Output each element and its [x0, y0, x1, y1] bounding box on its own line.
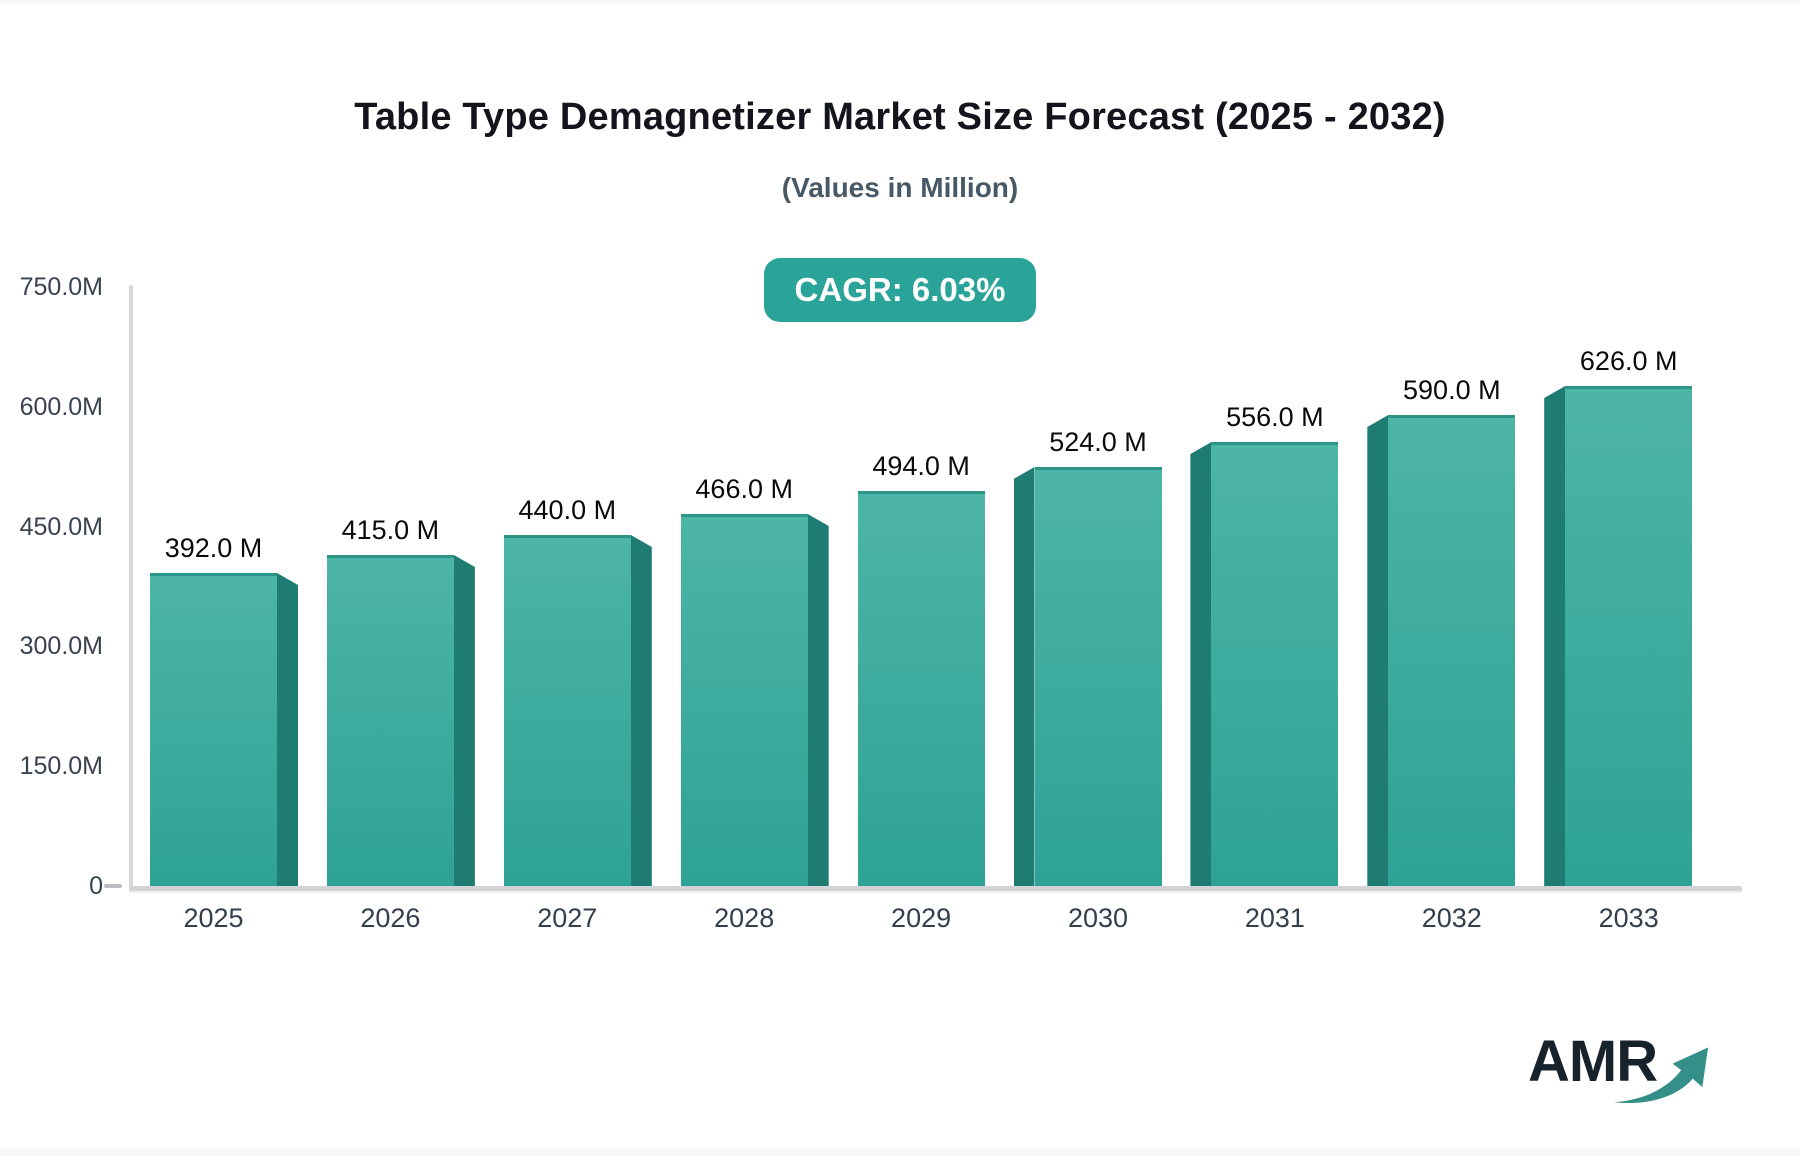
y-axis-tick-label: 450.0M	[19, 512, 103, 541]
zero-tick-mark	[104, 884, 122, 888]
x-axis-tick-label: 2025	[183, 903, 244, 933]
page-top-edge	[0, 0, 1800, 4]
bar-2032	[1388, 415, 1516, 886]
x-axis-tick-label: 2029	[891, 903, 952, 933]
bar-2025	[150, 573, 277, 886]
bar-value-label: 392.0 M	[164, 533, 263, 563]
y-axis-tick-label: 750.0M	[19, 272, 103, 301]
bar-3d-side	[453, 555, 475, 886]
bar-value-label: 466.0 M	[695, 474, 793, 504]
bar-value-label: 440.0 M	[518, 495, 617, 525]
y-axis-tick-label: 300.0M	[19, 632, 103, 661]
growth-arrow-icon	[1614, 1047, 1709, 1104]
bar-2030	[1034, 467, 1162, 886]
bar-3d-side	[1013, 467, 1035, 886]
bar-3d-side	[1544, 386, 1566, 886]
bar-value-label: 626.0 M	[1579, 346, 1678, 376]
y-axis-line	[129, 285, 133, 888]
bar-3d-side	[277, 573, 298, 886]
bar-3d-side	[1190, 442, 1212, 886]
bar-value-label: 415.0 M	[341, 515, 440, 545]
bar-value-label: 524.0 M	[1049, 427, 1147, 457]
bar-2026	[326, 555, 454, 886]
bar-value-label: 494.0 M	[872, 451, 970, 481]
x-axis-line	[129, 886, 1742, 891]
x-axis-tick-label: 2032	[1421, 903, 1482, 933]
bar-value-label: 556.0 M	[1226, 402, 1324, 432]
bar-2027	[503, 535, 631, 886]
bar-2031	[1211, 442, 1339, 886]
x-axis-tick-label: 2028	[714, 903, 775, 933]
page-bottom-edge	[0, 1148, 1800, 1156]
x-axis-tick-label: 2030	[1067, 903, 1129, 933]
bar-3d-side	[807, 514, 829, 886]
chart-subtitle: (Values in Million)	[781, 172, 1019, 203]
y-axis-tick-label: 600.0M	[19, 392, 103, 421]
bar-2033	[1565, 386, 1693, 886]
bar-2029	[857, 491, 985, 886]
cagr-badge: CAGR: 6.03%	[764, 258, 1036, 322]
y-axis-tick-label: 150.0M	[19, 752, 103, 781]
bar-2028	[680, 514, 808, 886]
bar-value-label: 590.0 M	[1403, 375, 1501, 405]
x-axis-tick-label: 2033	[1598, 903, 1659, 933]
y-axis-tick-label: 0	[89, 872, 103, 900]
x-axis-tick-label: 2027	[537, 903, 598, 933]
bar-3d-side	[630, 535, 652, 886]
amr-logo: AMR	[1522, 1026, 1722, 1116]
x-axis-tick-label: 2026	[360, 903, 421, 933]
chart-title: Table Type Demagnetizer Market Size Fore…	[354, 96, 1446, 138]
amr-logo-text: AMR	[1528, 1029, 1658, 1094]
x-axis-tick-label: 2031	[1244, 903, 1305, 933]
bar-3d-side	[1367, 415, 1389, 886]
